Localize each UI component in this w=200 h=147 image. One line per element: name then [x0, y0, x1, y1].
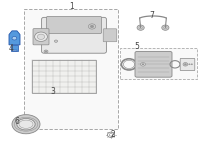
FancyBboxPatch shape	[46, 16, 102, 34]
Circle shape	[184, 64, 186, 65]
Bar	[24, 9, 118, 129]
FancyBboxPatch shape	[42, 17, 106, 53]
FancyBboxPatch shape	[135, 51, 172, 77]
Text: 4: 4	[9, 44, 13, 53]
Circle shape	[35, 32, 47, 41]
Ellipse shape	[12, 115, 40, 134]
FancyBboxPatch shape	[103, 29, 117, 42]
Circle shape	[189, 64, 190, 65]
FancyBboxPatch shape	[33, 29, 49, 45]
Circle shape	[88, 24, 96, 29]
Text: 2: 2	[111, 130, 115, 139]
Circle shape	[54, 40, 58, 42]
Circle shape	[37, 34, 45, 39]
Text: 5: 5	[135, 42, 139, 51]
Circle shape	[45, 51, 47, 52]
Bar	[32, 60, 96, 93]
Circle shape	[183, 63, 188, 66]
Circle shape	[12, 36, 17, 40]
Text: 3: 3	[51, 87, 55, 96]
Circle shape	[141, 63, 145, 66]
Polygon shape	[11, 45, 18, 51]
Text: 1: 1	[70, 2, 74, 11]
Circle shape	[44, 50, 48, 53]
Circle shape	[137, 25, 144, 30]
Circle shape	[191, 64, 193, 65]
Bar	[120, 48, 197, 79]
Circle shape	[139, 26, 142, 29]
Circle shape	[164, 26, 167, 29]
Circle shape	[142, 64, 144, 65]
Circle shape	[162, 25, 169, 30]
Circle shape	[90, 25, 94, 28]
Text: 6: 6	[15, 117, 19, 126]
Bar	[12, 50, 17, 51]
Ellipse shape	[17, 118, 35, 130]
FancyBboxPatch shape	[180, 58, 195, 71]
Text: 7: 7	[150, 11, 154, 20]
Polygon shape	[9, 31, 20, 45]
